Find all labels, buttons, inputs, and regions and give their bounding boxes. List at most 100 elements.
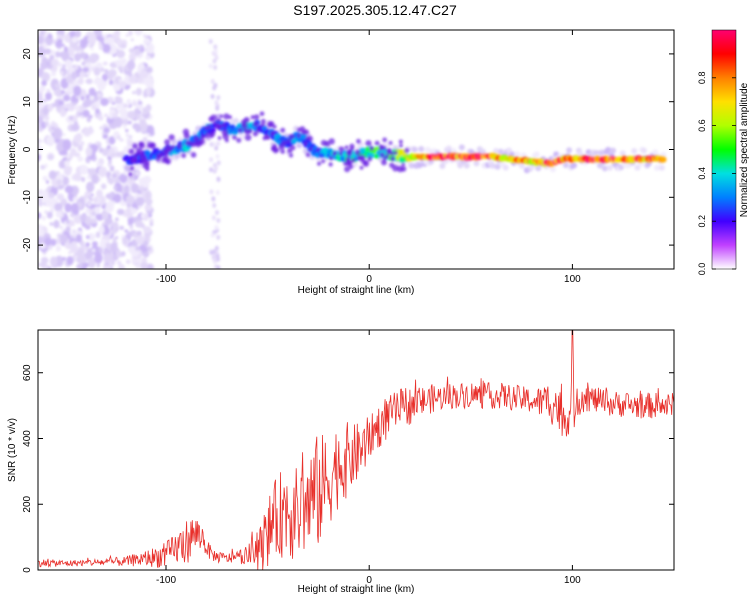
noise-blob	[102, 43, 111, 53]
noise-blob	[77, 156, 84, 162]
noise-blob	[104, 113, 108, 118]
noise-blob	[113, 178, 120, 184]
noise-blob	[216, 234, 221, 240]
ridge-blob	[260, 118, 266, 124]
ridge-blob	[130, 166, 135, 171]
ridge-blob	[138, 141, 144, 147]
noise-blob	[71, 123, 80, 132]
noise-blob	[137, 99, 141, 102]
ridge-blob	[185, 140, 190, 146]
noise-blob	[61, 256, 67, 261]
noise-blob	[137, 63, 145, 71]
y-tick-label: 400	[22, 430, 33, 447]
noise-blob	[144, 187, 149, 191]
ridge-blob	[308, 147, 313, 152]
ridge-blob	[166, 147, 172, 153]
noise-blob	[116, 59, 125, 67]
noise-blob	[43, 237, 53, 247]
noise-blob	[210, 79, 215, 85]
noise-blob	[79, 165, 89, 175]
halo-blob	[598, 149, 605, 156]
noise-blob	[144, 190, 152, 200]
noise-blob	[74, 65, 79, 70]
ridge-blob	[382, 145, 387, 150]
noise-blob	[38, 138, 41, 144]
noise-blob	[38, 142, 41, 147]
noise-blob	[213, 65, 218, 71]
noise-blob	[62, 64, 66, 67]
noise-blob	[119, 173, 128, 184]
noise-blob	[70, 212, 75, 218]
halo-blob	[302, 147, 309, 154]
noise-blob	[107, 96, 114, 104]
ridge-blob	[216, 118, 221, 123]
noise-blob	[61, 51, 70, 62]
noise-blob	[214, 225, 219, 231]
ridge-blob	[170, 144, 176, 150]
ridge-blob	[135, 147, 143, 154]
noise-blob	[75, 234, 83, 243]
y-tick-label: 10	[22, 96, 33, 108]
noise-blob	[124, 229, 129, 233]
ridge-blob	[301, 129, 307, 135]
noise-blob	[41, 80, 47, 87]
x-tick-label: -100	[156, 575, 176, 586]
x-tick-label: 100	[564, 575, 581, 586]
noise-blob	[74, 30, 81, 38]
noise-blob	[85, 78, 93, 85]
noise-blob	[128, 135, 133, 139]
ridge-blob	[236, 137, 242, 143]
noise-blob	[147, 246, 152, 251]
noise-blob	[99, 126, 104, 130]
noise-blob	[134, 108, 140, 113]
noise-blob	[116, 208, 125, 216]
ridge-blob	[389, 162, 395, 168]
noise-blob	[64, 185, 74, 194]
noise-blob	[112, 112, 118, 118]
noise-blob	[48, 170, 57, 180]
ridge-blob	[214, 123, 221, 130]
ridge-blob	[393, 150, 398, 155]
y-tick-label: -10	[22, 190, 33, 205]
noise-blob	[127, 120, 132, 125]
ridge-blob	[237, 127, 243, 133]
noise-blob	[55, 245, 61, 252]
noise-blob	[125, 194, 135, 205]
noise-blob	[130, 207, 138, 214]
noise-blob	[63, 160, 70, 167]
noise-blob	[38, 35, 45, 45]
noise-blob	[134, 30, 143, 36]
ridge-blob	[316, 161, 322, 166]
ridge-blob	[351, 158, 356, 163]
noise-blob	[209, 189, 214, 195]
y-tick-label: 0	[22, 567, 33, 573]
noise-blob	[106, 174, 111, 180]
ridge-blob	[289, 153, 294, 158]
halo-blob	[562, 162, 569, 169]
noise-blob	[104, 217, 113, 225]
halo-blob	[457, 162, 464, 169]
noise-blob	[136, 235, 145, 245]
noise-blob	[100, 67, 105, 73]
noise-blob	[111, 173, 118, 179]
noise-blob	[81, 176, 86, 182]
halo-blob	[514, 151, 521, 158]
spectrogram-x-ticks: -100 0 100	[156, 30, 581, 285]
noise-blob	[103, 264, 112, 269]
noise-blob	[142, 106, 150, 114]
noise-blob	[149, 222, 154, 227]
ridge-blob	[244, 128, 251, 135]
noise-blob	[145, 55, 151, 61]
noise-blob	[92, 196, 99, 203]
noise-blob	[123, 185, 130, 194]
noise-blob	[108, 115, 113, 119]
x-tick-label: -100	[156, 274, 176, 285]
noise-blob	[215, 210, 220, 216]
noise-blob	[139, 186, 145, 191]
noise-blob	[47, 33, 53, 39]
noise-blob	[38, 85, 46, 93]
noise-blob	[57, 62, 64, 68]
noise-blob	[126, 231, 132, 236]
noise-blob	[71, 202, 79, 213]
